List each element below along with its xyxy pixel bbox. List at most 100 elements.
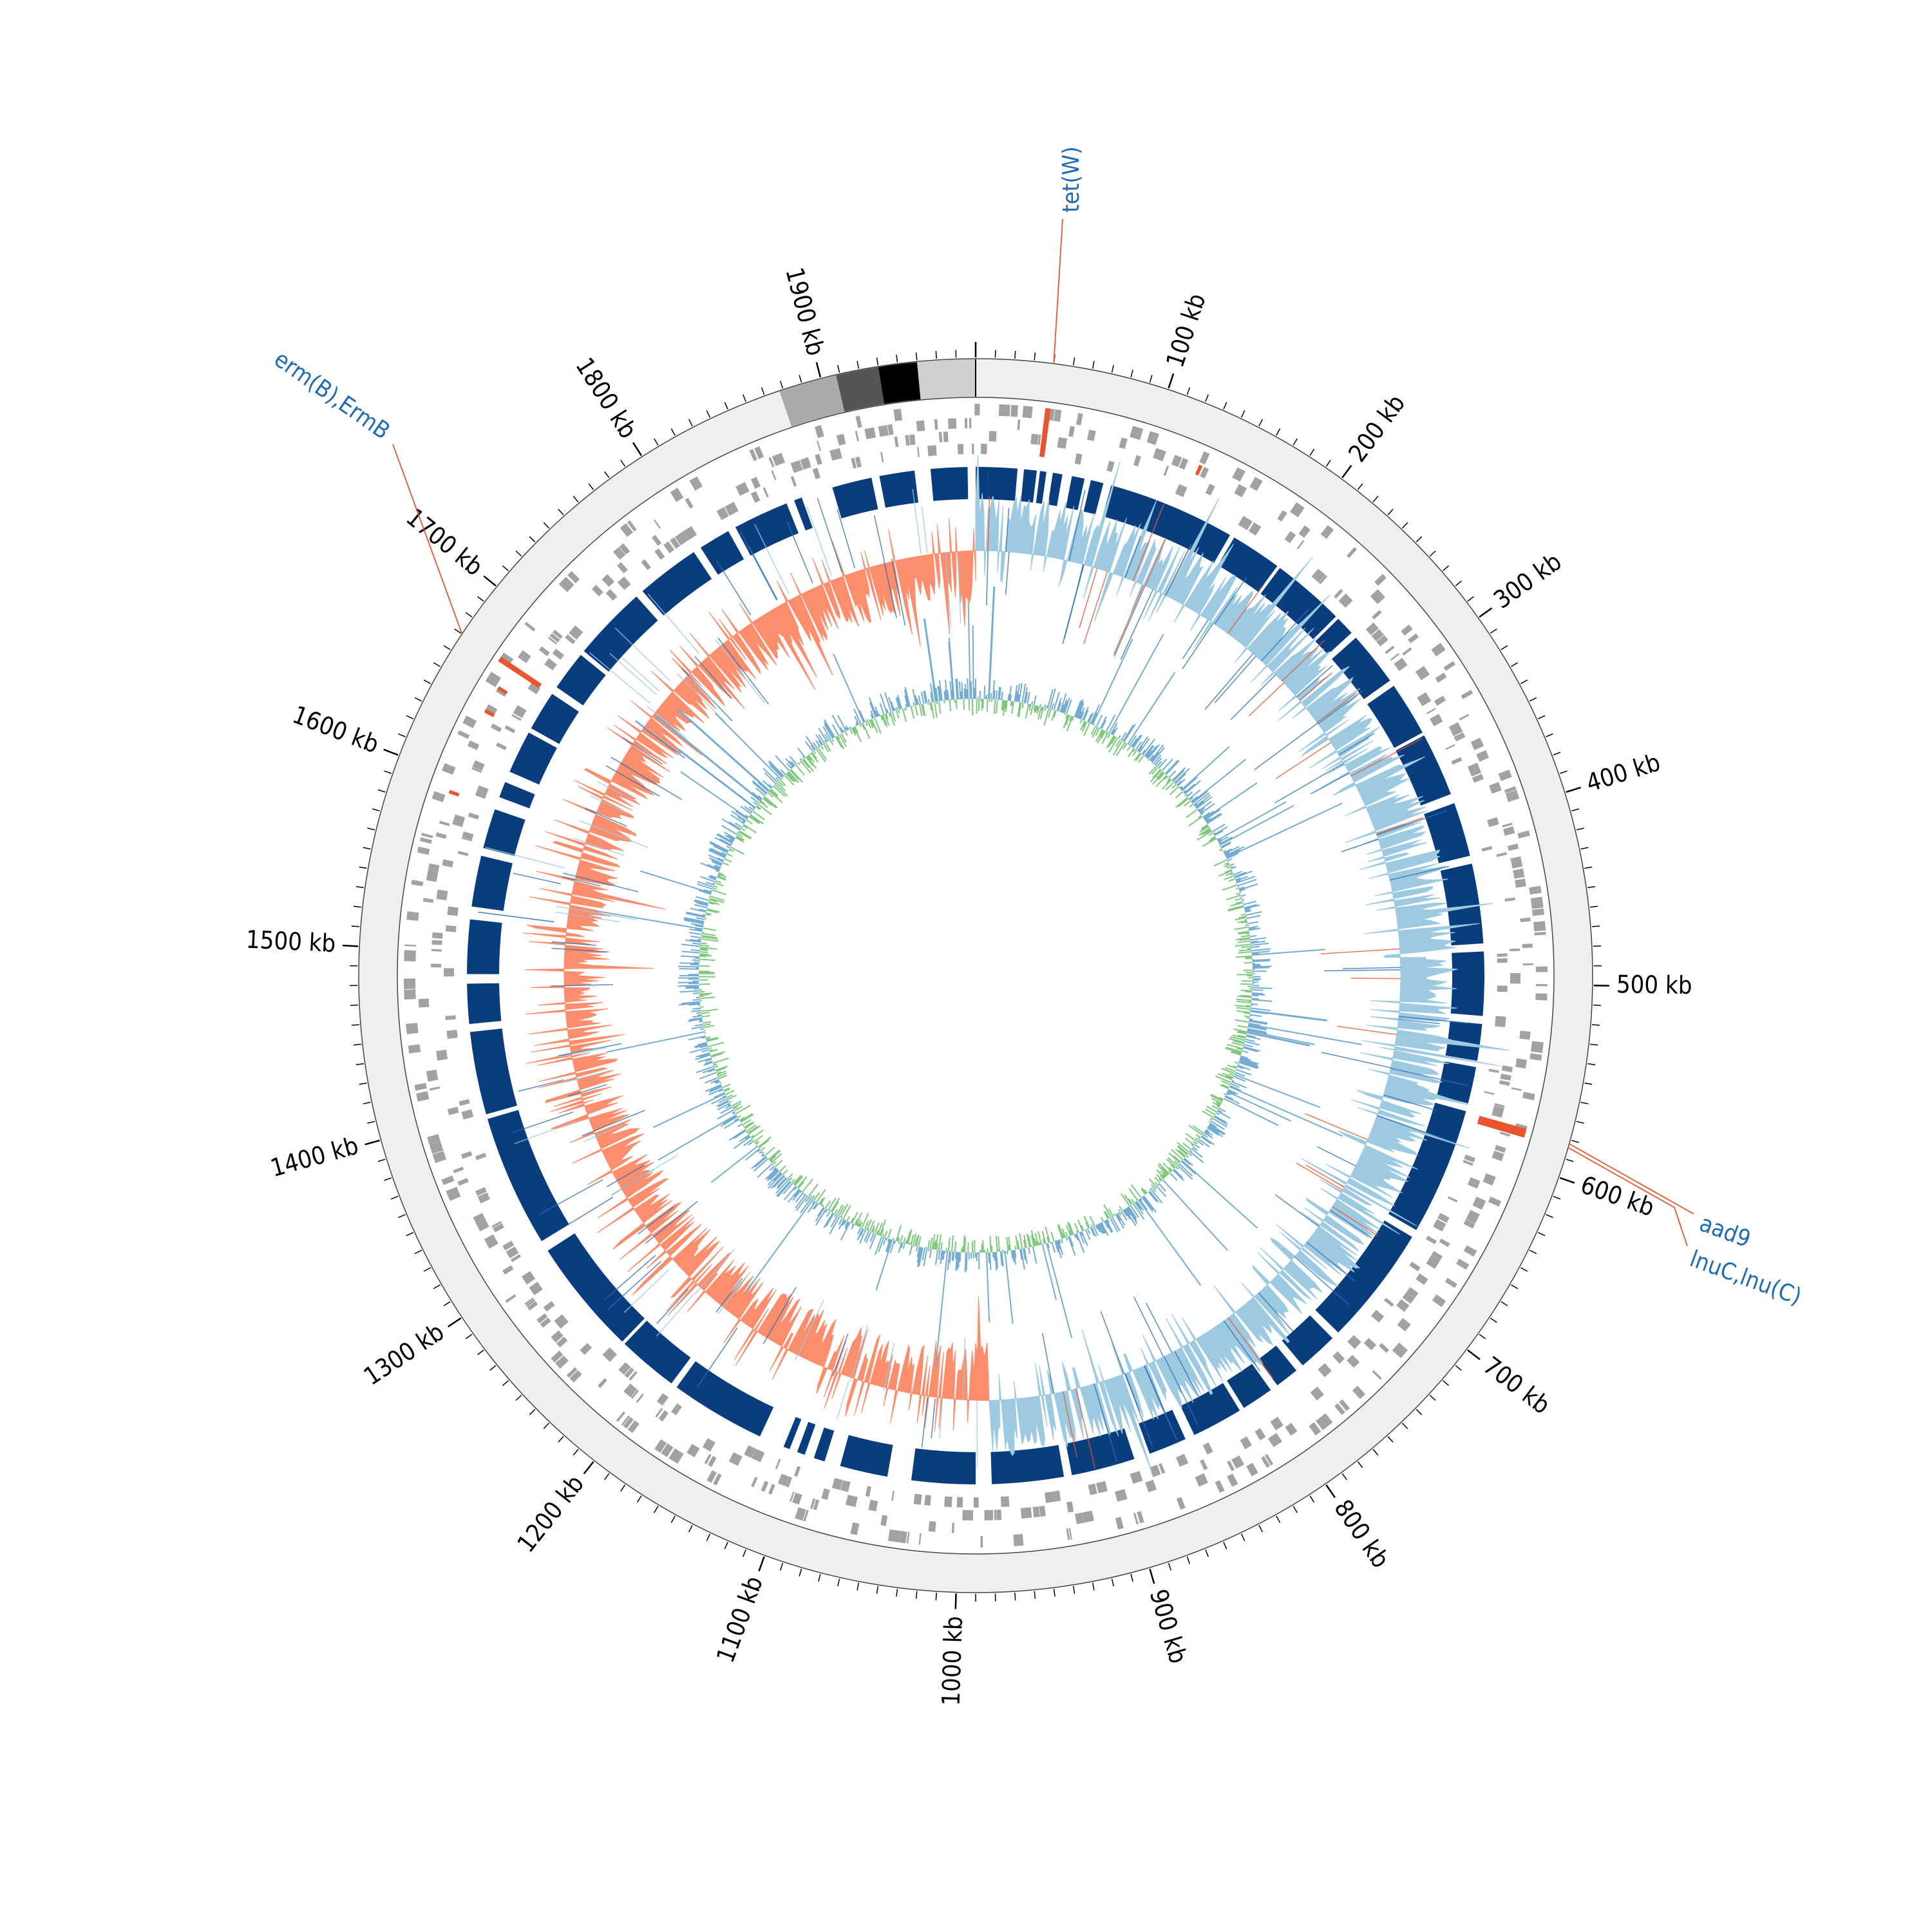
resistance-leader-line	[1053, 218, 1063, 364]
gc-skew-spike	[558, 1047, 607, 1058]
gc-skew-spike	[513, 873, 561, 885]
blast-hit	[1260, 567, 1336, 639]
major-tick	[1149, 1568, 1155, 1584]
gene-feature	[1115, 1489, 1128, 1502]
gc-skew-spike	[921, 506, 928, 554]
minor-tick	[1205, 394, 1209, 402]
gene-feature	[431, 963, 442, 968]
gc-skew-spike	[1337, 1025, 1397, 1036]
resistance-leader-line	[1567, 1147, 1688, 1247]
gene-feature	[1432, 1294, 1446, 1307]
gene-feature	[605, 589, 618, 601]
gc-skew-spike	[1227, 1317, 1274, 1379]
gene-feature	[976, 404, 980, 416]
minor-tick	[1553, 752, 1561, 756]
gene-feature	[1497, 953, 1508, 957]
gene-feature	[495, 688, 507, 697]
gene-feature	[441, 1175, 455, 1186]
gene-feature	[452, 814, 466, 828]
gene-feature	[617, 562, 628, 574]
blast-hit	[1139, 1410, 1186, 1454]
gene-feature	[1371, 629, 1385, 641]
gene-feature	[894, 436, 899, 448]
gene-feature	[623, 1383, 638, 1397]
gene-feature	[552, 649, 564, 660]
gene-feature	[540, 1317, 551, 1328]
gene-feature	[598, 1378, 607, 1388]
gc-skew-spike	[597, 781, 634, 801]
gene-feature	[957, 444, 964, 455]
minor-tick	[1546, 733, 1553, 737]
gene-feature	[840, 1480, 851, 1492]
blast-hit	[1315, 618, 1352, 655]
gene-feature	[654, 1439, 667, 1453]
gene-feature	[461, 1109, 474, 1120]
gene-feature	[768, 1484, 775, 1495]
gene-feature	[1487, 817, 1499, 828]
minor-tick	[1520, 679, 1528, 685]
gene-feature	[1535, 966, 1548, 972]
blast-hit	[797, 1421, 816, 1455]
gene-feature	[406, 1023, 419, 1034]
gc-skew-spike	[1214, 576, 1247, 625]
gc-skew-spike	[696, 1327, 738, 1388]
minor-tick	[1443, 1380, 1450, 1387]
gc-skew-spike	[931, 1398, 936, 1439]
resistance-feature-mark	[1477, 1119, 1526, 1138]
gene-feature	[536, 1313, 548, 1323]
gene-feature	[716, 507, 729, 520]
gene-feature	[471, 767, 482, 773]
blast-hit	[1227, 1363, 1271, 1408]
minor-tick	[558, 1435, 564, 1443]
minor-tick	[1149, 375, 1153, 383]
minor-tick	[1092, 361, 1095, 369]
gene-feature	[1054, 409, 1062, 422]
blast-hit	[1066, 1428, 1135, 1475]
tick-label: 600 kb	[1577, 1170, 1658, 1222]
gene-feature	[1472, 773, 1484, 783]
blast-hit	[1445, 1021, 1482, 1061]
blast-hit	[624, 1320, 691, 1384]
gene-feature	[1175, 1454, 1189, 1467]
minor-tick	[1293, 1506, 1298, 1513]
gene-feature	[1498, 769, 1512, 781]
minor-tick	[1387, 509, 1394, 516]
blast-hit	[930, 467, 969, 501]
blast-hit	[1180, 1383, 1240, 1435]
gene-feature	[485, 672, 502, 687]
gc-skew-spike	[1182, 620, 1209, 659]
gene-feature	[943, 431, 949, 442]
gene-feature	[1088, 1483, 1097, 1495]
minor-tick	[799, 375, 802, 383]
gene-feature	[431, 791, 446, 802]
gc-skew-spike	[1165, 544, 1192, 596]
gc-skew-spike	[1342, 967, 1401, 969]
blast-hit	[832, 477, 878, 518]
gene-feature	[1494, 1103, 1505, 1108]
gene-feature	[1482, 1173, 1496, 1186]
minor-tick	[1309, 448, 1315, 456]
blast-hit	[794, 497, 813, 531]
gene-feature	[998, 404, 1010, 417]
gene-feature	[668, 1448, 684, 1464]
minor-tick	[1240, 1533, 1245, 1541]
minor-tick	[688, 1524, 693, 1533]
backbone-outer-edge	[358, 358, 1593, 1593]
gene-feature	[1530, 1053, 1542, 1061]
gene-feature	[556, 1336, 568, 1348]
gc-skew-spike	[1113, 585, 1144, 655]
gc-skew-spike	[539, 1179, 603, 1215]
feature-highlight	[484, 709, 495, 717]
gene-feature	[1137, 1511, 1144, 1524]
gene-feature	[1145, 1479, 1157, 1493]
tick-label: 200 kb	[1343, 390, 1410, 468]
gc-skew-spike	[939, 1399, 943, 1439]
gc-skew-spike	[562, 876, 601, 887]
gene-feature	[521, 1271, 536, 1285]
gene-feature	[1133, 1512, 1139, 1525]
gene-feature	[496, 742, 507, 750]
gc-skew-spike	[1223, 1320, 1261, 1372]
gene-feature	[947, 418, 957, 430]
blast-hit	[879, 470, 918, 508]
gene-feature	[855, 430, 859, 442]
